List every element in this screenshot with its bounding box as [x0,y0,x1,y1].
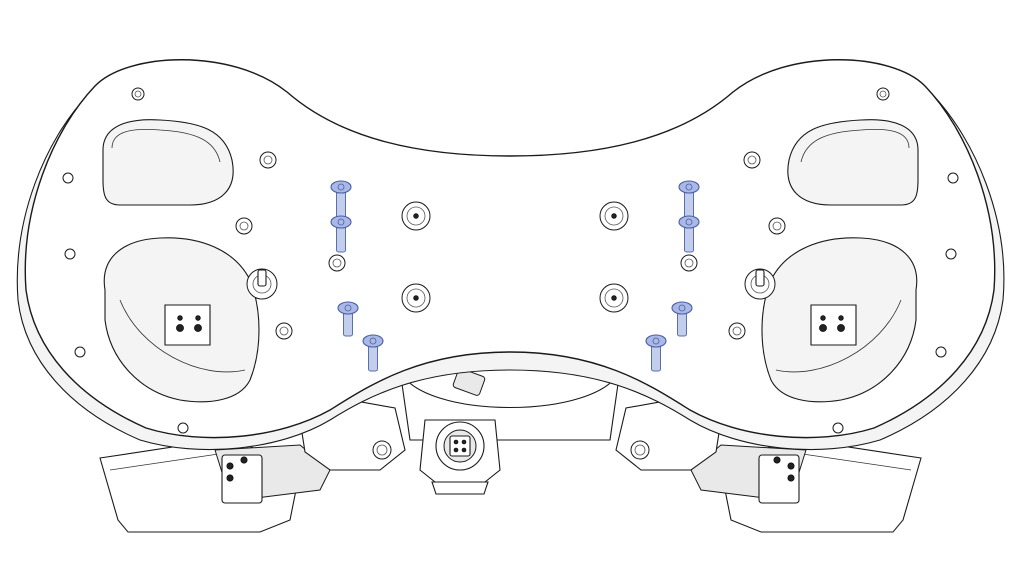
screw-right-lower-2 [645,334,667,372]
left-upper-cutout [102,119,234,206]
countersunk-bolts [401,201,629,313]
main-plate [16,59,1005,451]
left-paddle [99,399,406,533]
rim-holes [62,87,959,434]
spacer-posts [246,268,776,300]
screw-left-lower-2 [362,334,384,372]
screw-left-upper-2 [330,215,352,253]
screw-left-upper-1 [330,180,352,226]
right-upper-cutout [787,119,919,206]
inner-holes [235,151,786,340]
screw-right-upper-2 [678,215,700,253]
highlighted-screws [330,180,700,372]
screw-left-lower-1 [337,301,359,337]
screw-right-lower-1 [671,301,693,337]
center-hub [399,368,621,495]
screw-right-upper-1 [678,180,700,226]
